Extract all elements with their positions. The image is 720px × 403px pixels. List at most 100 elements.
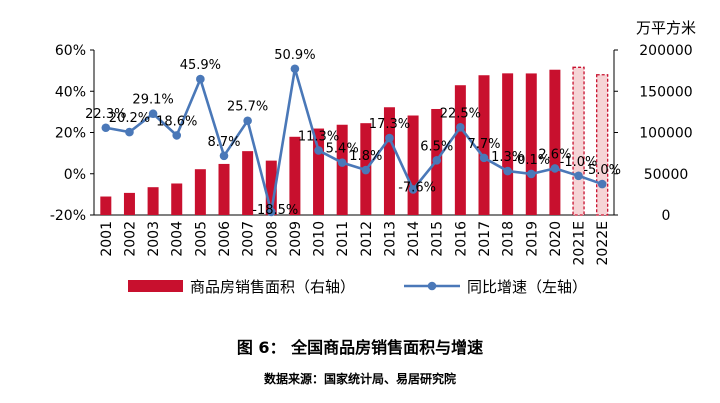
- line-point: [101, 123, 111, 133]
- figure-source: 数据来源：国家统计局、易居研究院: [263, 372, 456, 386]
- bar: [525, 73, 537, 216]
- data-label: 29.1%: [132, 93, 173, 108]
- bar: [100, 196, 112, 215]
- line-point: [550, 164, 560, 173]
- data-label: 8.7%: [207, 135, 240, 150]
- data-label: 18.6%: [156, 114, 197, 129]
- figure-title: 图 6： 全国商品房销售面积与增速: [236, 338, 484, 357]
- category-label: 2009: [288, 221, 304, 257]
- data-label: 22.3%: [85, 107, 126, 122]
- legend-line-marker: [427, 281, 437, 291]
- category-label: 2022E: [595, 221, 611, 265]
- data-label: 25.7%: [227, 100, 268, 115]
- chart: -20% 0% 20% 40% 60% 0 50000 100000 150000 200000 万…: [50, 19, 696, 296]
- left-tick-label: 40%: [55, 84, 86, 100]
- category-label: 2001: [99, 221, 115, 257]
- legend-bar-swatch: [128, 280, 183, 292]
- bar: [265, 160, 277, 215]
- line-point: [196, 74, 205, 84]
- data-label: 11.3%: [298, 129, 339, 144]
- bar: [478, 75, 490, 216]
- bar: [549, 69, 561, 215]
- bar: [171, 183, 183, 215]
- bar: [336, 124, 348, 215]
- right-axis-unit: 万平方米: [636, 19, 696, 37]
- bar: [218, 163, 230, 215]
- line-point: [361, 165, 371, 175]
- data-label: 7.7%: [467, 137, 500, 152]
- left-tick-label: -20%: [50, 208, 86, 224]
- bar: [194, 169, 206, 215]
- line-point: [219, 151, 229, 161]
- bar-forecast: [596, 74, 609, 216]
- category-label: 2016: [453, 221, 469, 257]
- bar: [502, 73, 514, 215]
- data-label: 1.8%: [349, 149, 382, 164]
- data-label: 20.2%: [109, 111, 150, 126]
- bar: [454, 85, 466, 215]
- category-label: 2014: [406, 221, 422, 257]
- line-point: [290, 64, 300, 74]
- line-point: [479, 153, 489, 163]
- legend-line-label: 同比增速（左轴）: [467, 278, 587, 296]
- right-tick-label: 100000: [639, 126, 692, 142]
- left-tick-label: 0%: [64, 167, 86, 183]
- data-label: 2.6%: [538, 147, 571, 162]
- line-point: [314, 146, 323, 155]
- data-label: 5.4%: [326, 142, 359, 157]
- data-label: -18.5%: [252, 203, 298, 218]
- data-label: 1.3%: [491, 150, 524, 165]
- category-label: 2015: [430, 221, 446, 257]
- left-tick-label: 60%: [55, 43, 86, 59]
- data-label: -0.1%: [512, 153, 550, 168]
- category-label: 2003: [146, 221, 162, 257]
- bar: [383, 107, 395, 215]
- data-label: 17.3%: [369, 117, 410, 132]
- data-label: 6.5%: [420, 139, 453, 154]
- category-label: 2011: [335, 221, 351, 257]
- bar: [242, 151, 254, 215]
- line-point: [125, 127, 134, 137]
- line-point: [148, 109, 158, 119]
- line-point: [503, 166, 512, 176]
- data-label: -5.0%: [583, 163, 621, 178]
- right-tick-label: 50000: [644, 167, 689, 183]
- bar: [313, 128, 325, 215]
- right-tick-label: 200000: [639, 43, 692, 59]
- line-point: [597, 179, 607, 189]
- line-point: [385, 133, 394, 143]
- growth-line: [105, 68, 603, 213]
- category-label: 2010: [312, 221, 328, 257]
- legend-bar-label: 商品房销售面积（右轴）: [190, 278, 355, 296]
- category-label: 2017: [477, 221, 493, 257]
- line-point: [266, 207, 276, 217]
- data-label: 22.5%: [440, 106, 481, 121]
- category-label: 2007: [241, 221, 257, 257]
- bar: [407, 115, 419, 215]
- bar: [123, 192, 135, 215]
- line-point: [574, 171, 583, 181]
- line-point: [408, 185, 418, 194]
- category-label: 2021E: [572, 221, 588, 265]
- category-label: 2020: [548, 221, 564, 257]
- line-point: [172, 131, 182, 140]
- right-tick-label: 150000: [639, 84, 692, 100]
- category-label: 2004: [170, 221, 186, 257]
- line-point: [526, 169, 536, 179]
- category-label: 2008: [264, 221, 280, 257]
- data-label: -1.0%: [560, 155, 598, 170]
- bar-forecast: [572, 66, 585, 216]
- category-label: 2019: [524, 221, 540, 257]
- data-label: 45.9%: [180, 58, 221, 73]
- line-point: [432, 156, 442, 165]
- data-label: -7.6%: [398, 180, 436, 195]
- line-point: [456, 123, 465, 132]
- category-label: 2002: [122, 221, 138, 257]
- bar: [289, 136, 301, 215]
- category-label: 2012: [359, 221, 375, 257]
- category-label: 2006: [217, 221, 233, 257]
- line-point: [337, 158, 347, 167]
- category-label: 2018: [501, 221, 517, 257]
- line-point: [243, 116, 252, 126]
- right-tick-label: 0: [662, 208, 671, 224]
